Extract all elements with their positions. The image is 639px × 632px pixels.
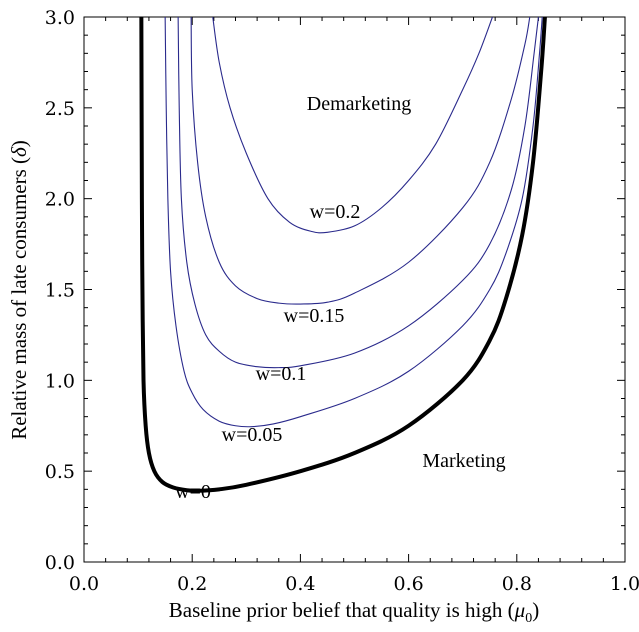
x-tick-label: 0.6	[393, 573, 423, 595]
y-tick-label: 2.0	[45, 189, 75, 211]
x-tick-label: 0.0	[69, 573, 99, 595]
y-axis-title: Relative mass of late consumers (δ)	[7, 140, 31, 440]
tick-labels: 0.0 0.2 0.4 0.6 0.8 1.0 0.0 0.5 1.0 1.5 2.0 2.5 3.0	[45, 7, 639, 595]
series-line-w-0-2	[212, 17, 493, 234]
y-tick-label: 3.0	[45, 7, 75, 29]
x-tick-label: 0.8	[502, 573, 532, 595]
tick-marks	[83, 16, 626, 563]
series-line-w-0-05	[164, 17, 543, 428]
curves	[139, 17, 547, 493]
y-tick-label: 1.0	[45, 370, 75, 392]
region-label-demarketing: Demarketing	[307, 93, 411, 115]
y-tick-label: 0.0	[45, 552, 75, 574]
curve-label-w0-05: w=0.05	[222, 424, 283, 446]
x-tick-label: 0.4	[285, 573, 315, 595]
y-tick-label: 1.5	[45, 280, 75, 302]
x-tick-label: 1.0	[610, 573, 639, 595]
curve-label-w0-1: w=0.1	[256, 363, 307, 385]
x-tick-label: 0.2	[177, 573, 207, 595]
series-line-w-0	[139, 17, 547, 493]
curve-label-w0: w=0	[175, 481, 211, 503]
x-axis-title: Baseline prior belief that quality is hi…	[169, 598, 539, 626]
curve-label-w0-15: w=0.15	[284, 305, 345, 327]
series-line-w-0-1	[177, 17, 539, 369]
region-label-marketing: Marketing	[422, 450, 505, 472]
series-line-w-0-15	[190, 17, 531, 305]
curve-label-w0-2: w=0.2	[310, 201, 361, 223]
y-tick-label: 2.5	[45, 98, 75, 120]
y-tick-label: 0.5	[45, 461, 75, 483]
